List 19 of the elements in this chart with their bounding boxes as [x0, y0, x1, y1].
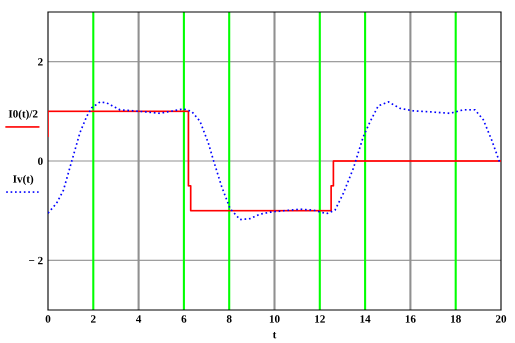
x-tick-label: 20	[496, 315, 506, 323]
text: Iv(t)	[13, 174, 34, 186]
x-tick-label: 8	[226, 315, 232, 323]
x-tick-label: 6	[182, 315, 186, 323]
y-tick-label: 0	[38, 157, 43, 165]
x-tick-label: 12	[315, 315, 325, 323]
x-tick-label: 0	[46, 315, 50, 323]
x-axis-title: t	[272, 332, 276, 338]
x-tick-label: 2	[90, 315, 96, 323]
x-tick-label: 4	[136, 315, 142, 323]
x-tick-label: 10	[270, 315, 280, 323]
line-series	[48, 110, 501, 212]
x-tick-label: 16	[406, 315, 416, 323]
x-tick-label: 14	[360, 315, 370, 323]
y-tick-label: 2	[38, 58, 43, 66]
x-tick-label: 18	[451, 315, 461, 323]
y-tick-label: − 2	[29, 256, 43, 264]
line-series	[48, 101, 501, 220]
series-label: I0(t)/2	[8, 110, 38, 120]
